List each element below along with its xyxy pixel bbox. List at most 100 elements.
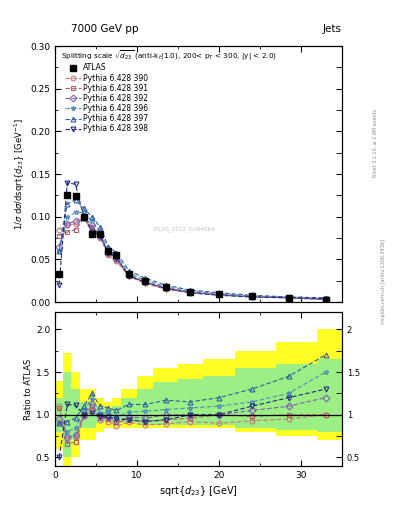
ATLAS (114, 252, 119, 258)
Text: 7000 GeV pp: 7000 GeV pp (71, 24, 138, 34)
Text: Splitting scale $\sqrt{d_{23}}$ (anti-k$_t$(1.0), 200< p$_T$ < 300, |y| < 2.0): Splitting scale $\sqrt{d_{23}}$ (anti-k$… (61, 49, 277, 63)
Pythia 6.428 392 (217, 291, 221, 297)
Text: Rivet 3.1.10, ≥ 2.9M events: Rivet 3.1.10, ≥ 2.9M events (373, 109, 378, 178)
Pythia 6.428 396 (127, 270, 131, 276)
Pythia 6.428 390 (188, 290, 193, 296)
ATLAS (163, 284, 168, 290)
Pythia 6.428 396 (90, 218, 94, 224)
Pythia 6.428 392 (90, 222, 94, 228)
Pythia 6.428 391 (81, 216, 86, 222)
Pythia 6.428 392 (163, 285, 168, 291)
Pythia 6.428 397 (106, 244, 111, 250)
Pythia 6.428 396 (114, 253, 119, 259)
Pythia 6.428 391 (90, 224, 94, 230)
Pythia 6.428 397 (217, 290, 221, 296)
Y-axis label: 1/$\sigma$ d$\sigma$/dsqrt{$d_{23}$} [GeV$^{-1}$]: 1/$\sigma$ d$\sigma$/dsqrt{$d_{23}$} [Ge… (13, 118, 27, 230)
Pythia 6.428 398 (250, 294, 254, 300)
ATLAS (98, 231, 103, 237)
Pythia 6.428 397 (90, 214, 94, 220)
Y-axis label: Ratio to ATLAS: Ratio to ATLAS (24, 358, 33, 420)
Pythia 6.428 390 (163, 286, 168, 292)
Pythia 6.428 398 (98, 232, 103, 239)
Pythia 6.428 397 (57, 248, 61, 254)
Pythia 6.428 397 (323, 295, 328, 301)
Pythia 6.428 391 (163, 285, 168, 291)
Line: Pythia 6.428 396: Pythia 6.428 396 (57, 210, 328, 301)
Pythia 6.428 398 (188, 290, 193, 296)
Pythia 6.428 392 (286, 295, 291, 301)
Pythia 6.428 398 (143, 280, 147, 286)
Pythia 6.428 397 (65, 201, 70, 207)
Pythia 6.428 392 (57, 244, 61, 250)
ATLAS (188, 289, 193, 295)
Line: Pythia 6.428 392: Pythia 6.428 392 (57, 215, 328, 302)
Pythia 6.428 398 (65, 180, 70, 186)
Pythia 6.428 390 (127, 273, 131, 280)
Pythia 6.428 390 (286, 295, 291, 301)
Pythia 6.428 392 (127, 272, 131, 278)
Pythia 6.428 390 (73, 221, 78, 227)
Pythia 6.428 390 (90, 226, 94, 232)
Line: Pythia 6.428 391: Pythia 6.428 391 (57, 216, 328, 302)
ATLAS (90, 231, 94, 237)
ATLAS (106, 248, 111, 254)
Pythia 6.428 391 (143, 280, 147, 286)
Pythia 6.428 390 (217, 292, 221, 298)
ATLAS (286, 295, 291, 301)
Pythia 6.428 391 (73, 226, 78, 232)
Pythia 6.428 398 (73, 181, 78, 187)
Pythia 6.428 390 (250, 294, 254, 300)
Pythia 6.428 396 (106, 247, 111, 253)
ATLAS (143, 278, 147, 284)
Pythia 6.428 396 (65, 214, 70, 220)
Pythia 6.428 390 (106, 252, 111, 258)
ATLAS (217, 291, 221, 297)
Legend: ATLAS, Pythia 6.428 390, Pythia 6.428 391, Pythia 6.428 392, Pythia 6.428 396, P: ATLAS, Pythia 6.428 390, Pythia 6.428 39… (64, 62, 149, 134)
Pythia 6.428 398 (114, 254, 119, 261)
Pythia 6.428 398 (106, 249, 111, 255)
Text: ATLAS_2012_I1094564: ATLAS_2012_I1094564 (153, 226, 215, 232)
Pythia 6.428 398 (217, 292, 221, 298)
Pythia 6.428 390 (81, 215, 86, 221)
Line: ATLAS: ATLAS (56, 193, 328, 302)
Text: Jets: Jets (323, 24, 342, 34)
Pythia 6.428 392 (98, 232, 103, 239)
Pythia 6.428 391 (323, 296, 328, 303)
Pythia 6.428 392 (114, 255, 119, 262)
Pythia 6.428 396 (81, 209, 86, 216)
Pythia 6.428 396 (217, 290, 221, 296)
Pythia 6.428 397 (98, 224, 103, 230)
ATLAS (81, 214, 86, 220)
Pythia 6.428 391 (114, 257, 119, 263)
Pythia 6.428 391 (286, 295, 291, 301)
X-axis label: sqrt{$d_{23}$} [GeV]: sqrt{$d_{23}$} [GeV] (159, 484, 238, 498)
Pythia 6.428 398 (90, 229, 94, 235)
Pythia 6.428 390 (323, 296, 328, 303)
Pythia 6.428 397 (286, 294, 291, 300)
Pythia 6.428 397 (188, 287, 193, 293)
Pythia 6.428 391 (217, 291, 221, 297)
Pythia 6.428 396 (188, 288, 193, 294)
Pythia 6.428 390 (98, 235, 103, 241)
Line: Pythia 6.428 397: Pythia 6.428 397 (57, 197, 328, 300)
Pythia 6.428 392 (81, 214, 86, 220)
Pythia 6.428 397 (143, 275, 147, 281)
Pythia 6.428 391 (106, 250, 111, 257)
Pythia 6.428 397 (81, 205, 86, 211)
Pythia 6.428 391 (98, 233, 103, 240)
ATLAS (323, 296, 328, 303)
Pythia 6.428 396 (57, 248, 61, 254)
Pythia 6.428 397 (127, 267, 131, 273)
Pythia 6.428 390 (65, 222, 70, 228)
Pythia 6.428 396 (286, 294, 291, 300)
Text: mcplots.cern.ch [arXiv:1306.3436]: mcplots.cern.ch [arXiv:1306.3436] (381, 239, 386, 324)
Pythia 6.428 396 (323, 295, 328, 302)
Line: Pythia 6.428 390: Pythia 6.428 390 (57, 215, 328, 302)
ATLAS (65, 193, 70, 199)
Pythia 6.428 391 (127, 272, 131, 279)
Pythia 6.428 396 (250, 293, 254, 299)
Pythia 6.428 392 (143, 279, 147, 285)
Pythia 6.428 397 (73, 197, 78, 203)
Pythia 6.428 392 (73, 218, 78, 224)
Line: Pythia 6.428 398: Pythia 6.428 398 (57, 180, 328, 301)
